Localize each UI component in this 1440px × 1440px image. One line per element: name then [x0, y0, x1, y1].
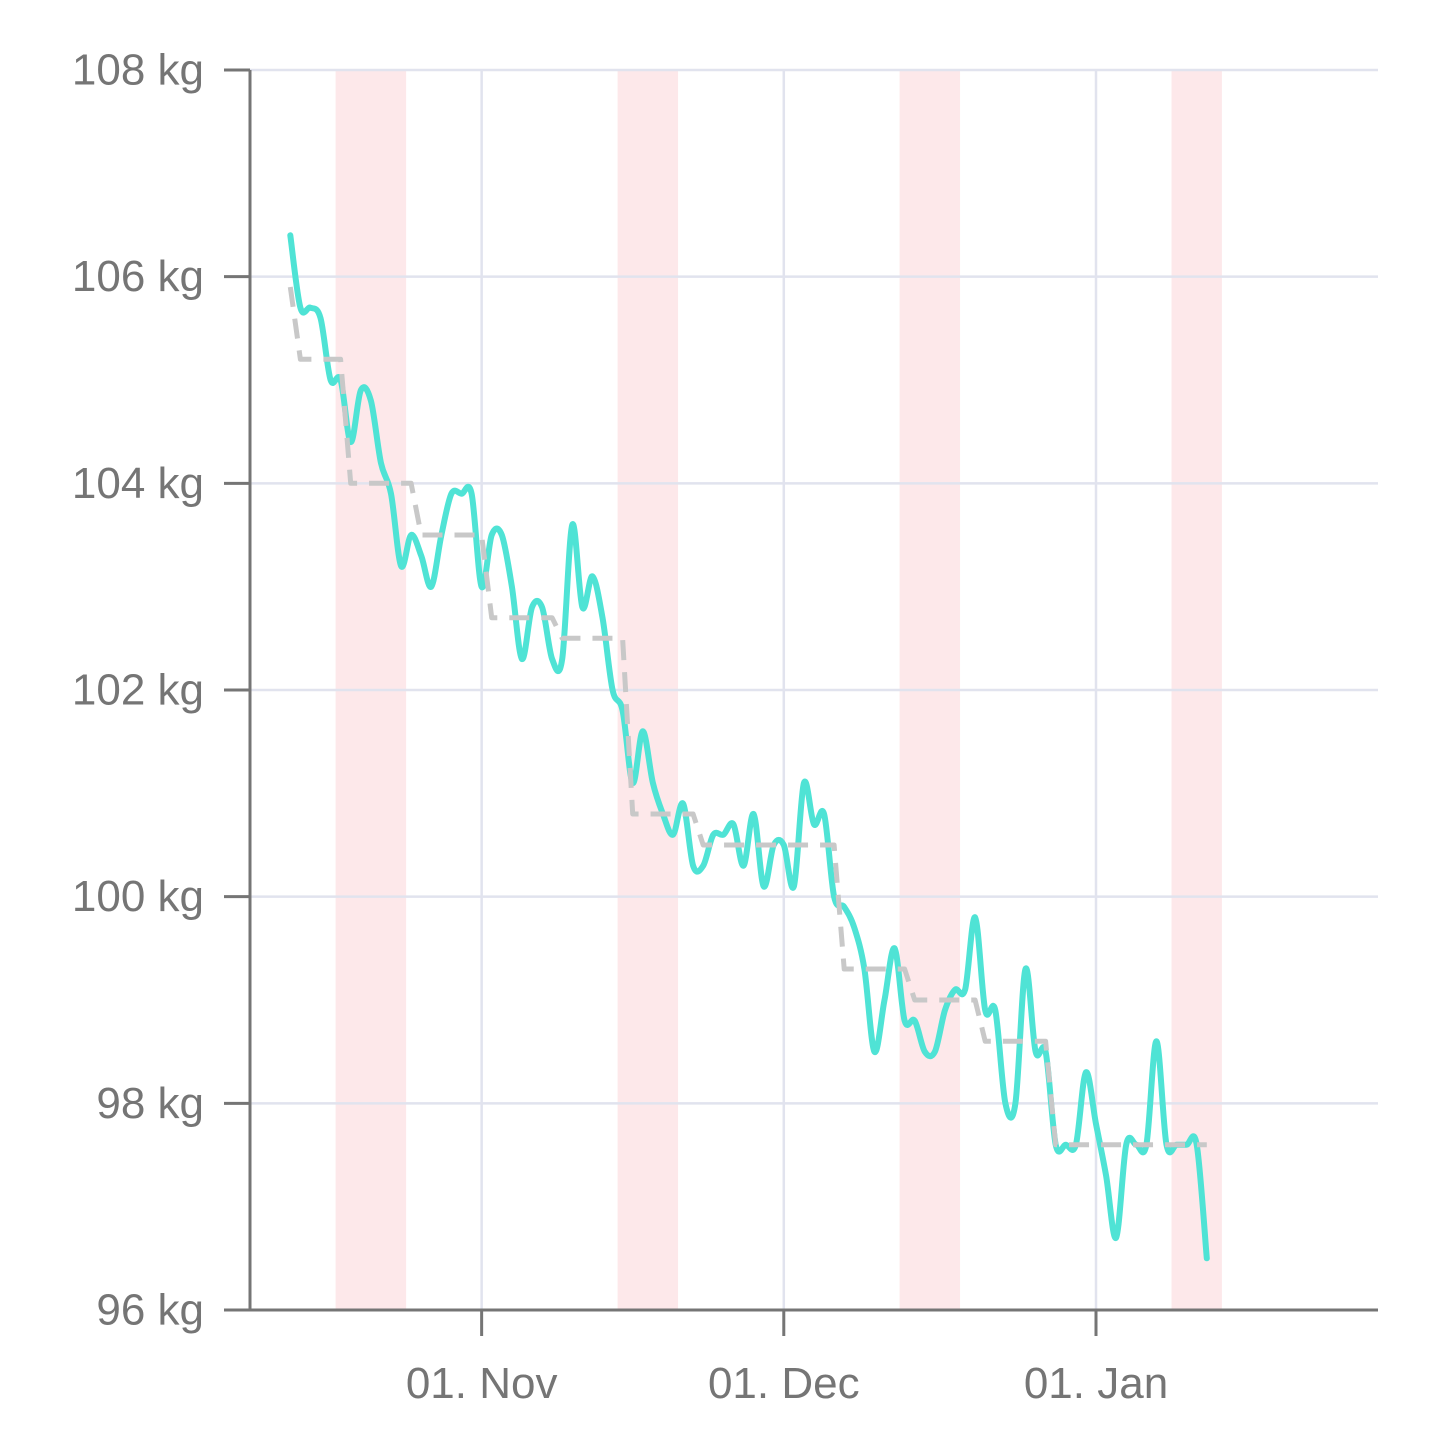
y-tick-label: 108 kg	[72, 46, 204, 95]
x-tick-label: 01. Jan	[1024, 1359, 1168, 1408]
y-tick-label: 96 kg	[96, 1286, 204, 1335]
grid-lines	[250, 68, 1378, 1310]
x-tick-label: 01. Nov	[406, 1359, 558, 1408]
tick-labels: 108 kg 106 kg 104 kg 102 kg 100 kg 98 kg 96 kg…	[72, 46, 1168, 1409]
trend-line	[287, 286, 1207, 1148]
y-tick-label: 104 kg	[72, 459, 204, 508]
weight-line	[287, 232, 1210, 1262]
series-layer	[287, 232, 1210, 1262]
x-tick-label: 01. Dec	[708, 1359, 860, 1408]
y-tick-label: 100 kg	[72, 872, 204, 921]
y-tick-label: 106 kg	[72, 252, 204, 301]
axes	[224, 68, 1378, 1336]
y-tick-label: 102 kg	[72, 666, 204, 715]
y-tick-label: 98 kg	[96, 1079, 204, 1128]
